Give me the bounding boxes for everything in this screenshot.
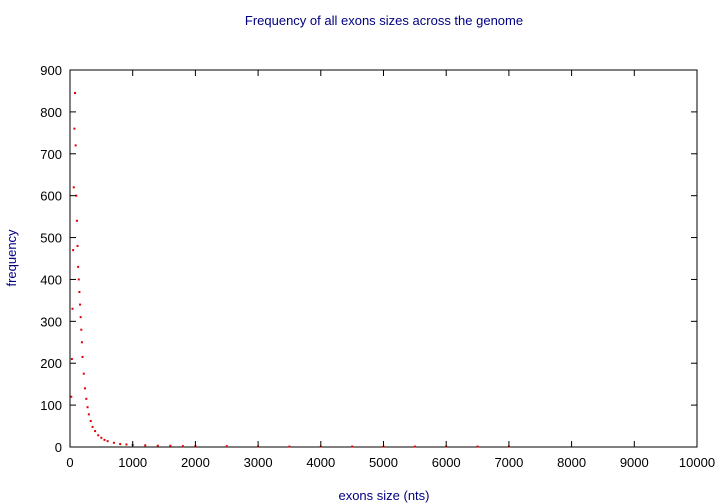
data-point <box>84 387 87 390</box>
data-point <box>70 395 73 398</box>
data-point <box>91 425 94 428</box>
data-point <box>169 444 172 447</box>
data-point <box>79 316 82 319</box>
data-point <box>106 440 109 443</box>
data-point <box>75 194 78 197</box>
data-point <box>78 291 81 294</box>
data-point <box>75 219 78 222</box>
y-tick-label: 900 <box>40 63 62 78</box>
data-point <box>71 307 74 310</box>
data-point <box>87 413 90 416</box>
data-point <box>112 441 115 444</box>
y-axis-ticks: 0 100 200 300 400 500 600 700 800 900 <box>40 63 697 455</box>
data-point <box>125 443 128 446</box>
data-point <box>80 328 83 331</box>
x-tick-label: 2000 <box>181 455 210 470</box>
data-point <box>89 420 92 423</box>
x-tick-label: 6000 <box>432 455 461 470</box>
data-point <box>80 341 83 344</box>
y-tick-label: 600 <box>40 189 62 204</box>
y-tick-label: 300 <box>40 314 62 329</box>
data-point <box>72 249 75 252</box>
chart-title: Frequency of all exons sizes across the … <box>245 13 523 28</box>
data-point <box>77 278 80 281</box>
data-point <box>144 444 147 447</box>
y-axis-label: frequency <box>4 229 19 287</box>
y-tick-label: 400 <box>40 272 62 287</box>
x-tick-label: 1000 <box>118 455 147 470</box>
y-tick-label: 700 <box>40 147 62 162</box>
data-point <box>79 303 82 306</box>
y-tick-label: 100 <box>40 398 62 413</box>
data-point <box>100 436 103 439</box>
data-point <box>85 397 88 400</box>
plot-area <box>69 69 698 448</box>
x-axis-ticks: 0 1000 2000 3000 4000 5000 6000 7000 8000 9000 100… <box>66 70 715 470</box>
x-tick-label: 8000 <box>557 455 586 470</box>
data-point <box>86 406 89 409</box>
data-point <box>119 443 122 446</box>
data-point <box>76 244 79 247</box>
data-point <box>70 358 73 361</box>
data-point <box>74 144 77 147</box>
y-tick-label: 200 <box>40 356 62 371</box>
y-tick-label: 500 <box>40 231 62 246</box>
data-point <box>156 444 159 447</box>
y-tick-label: 800 <box>40 105 62 120</box>
data-point <box>288 445 291 448</box>
data-point <box>81 355 84 358</box>
data-point <box>225 445 228 448</box>
x-tick-label: 5000 <box>369 455 398 470</box>
data-point <box>82 372 85 375</box>
data-points <box>70 92 510 448</box>
x-tick-label: 10000 <box>679 455 715 470</box>
x-tick-label: 0 <box>66 455 73 470</box>
x-tick-label: 3000 <box>244 455 273 470</box>
data-point <box>351 445 354 448</box>
data-point <box>476 445 479 448</box>
data-point <box>97 434 100 437</box>
y-tick-label: 0 <box>55 440 62 455</box>
data-point <box>72 186 75 189</box>
x-tick-label: 4000 <box>306 455 335 470</box>
x-axis-label: exons size (nts) <box>338 488 429 503</box>
x-tick-label: 7000 <box>494 455 523 470</box>
x-tick-label: 9000 <box>620 455 649 470</box>
data-point <box>73 127 76 130</box>
data-point <box>103 438 106 441</box>
data-point <box>181 445 184 448</box>
data-point <box>413 445 416 448</box>
data-point <box>94 430 97 433</box>
data-point <box>77 265 80 268</box>
data-point <box>74 92 77 95</box>
